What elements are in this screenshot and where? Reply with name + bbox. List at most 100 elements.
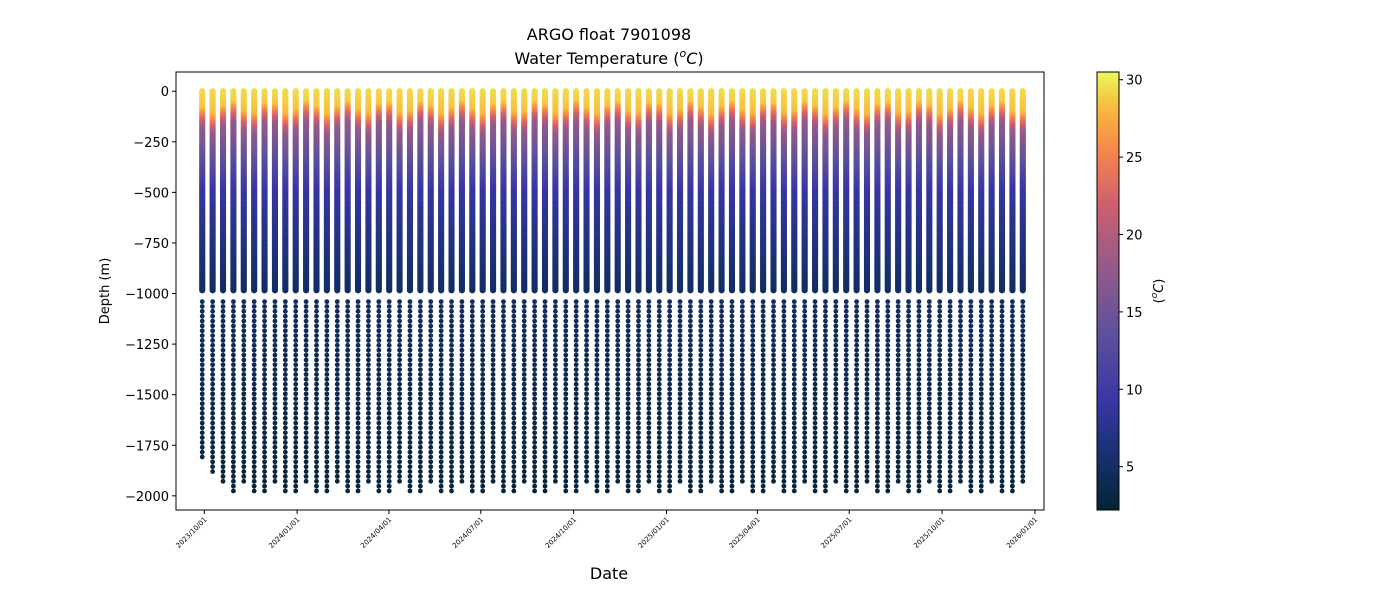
data-point [324, 396, 330, 402]
data-point [262, 464, 267, 470]
data-point [251, 459, 257, 465]
data-point [417, 415, 423, 421]
data-point [251, 440, 257, 445]
data-point [251, 347, 257, 353]
data-point [386, 376, 392, 382]
profile [489, 88, 497, 484]
data-point [210, 357, 216, 363]
data-point [376, 386, 382, 392]
data-point [480, 323, 486, 329]
data-point [293, 464, 299, 470]
data-point [355, 352, 361, 358]
data-point [366, 338, 371, 343]
data-point [293, 425, 299, 431]
data-point [199, 308, 205, 314]
data-point [480, 376, 486, 382]
data-point [314, 401, 319, 406]
data-point [251, 352, 257, 358]
data-point [272, 459, 278, 465]
data-point [366, 381, 371, 387]
data-point [480, 478, 486, 484]
data-point [459, 454, 465, 460]
data-point [293, 420, 299, 426]
data-point [251, 362, 257, 368]
data-point [449, 406, 454, 411]
data-point [376, 425, 382, 431]
data-point [490, 357, 496, 363]
data-point [417, 313, 423, 319]
data-point [407, 459, 413, 465]
profile [251, 88, 258, 494]
data-point [417, 406, 423, 411]
data-point [199, 323, 205, 329]
data-point [210, 440, 216, 445]
data-point [438, 381, 444, 387]
data-point [241, 459, 247, 465]
data-point [407, 328, 413, 334]
data-point [323, 287, 330, 294]
data-point [417, 357, 423, 363]
data-point [345, 420, 351, 426]
data-point [293, 367, 299, 372]
data-point [459, 391, 465, 397]
data-point [397, 391, 402, 397]
data-point [501, 318, 506, 324]
data-point [210, 454, 216, 460]
data-point [469, 313, 475, 319]
data-point [262, 352, 267, 358]
data-point [293, 410, 299, 416]
data-point [345, 425, 351, 431]
data-point [334, 459, 340, 465]
data-point [449, 304, 454, 309]
data-point [449, 313, 454, 319]
data-point [220, 459, 226, 465]
data-point [345, 367, 351, 372]
data-point [417, 391, 423, 397]
data-point [480, 386, 486, 392]
data-point [490, 342, 496, 348]
data-point [324, 323, 330, 329]
data-point [210, 396, 216, 402]
data-point [272, 328, 278, 334]
data-point [241, 304, 247, 309]
data-point [397, 304, 402, 309]
data-point [386, 308, 392, 314]
data-point [241, 308, 247, 314]
data-point [417, 396, 423, 402]
data-point [438, 352, 444, 358]
data-point [417, 386, 423, 392]
data-point [428, 357, 434, 363]
data-point [314, 338, 319, 343]
data-point [480, 304, 486, 309]
data-point [407, 362, 413, 368]
data-point [490, 459, 496, 465]
data-point [354, 287, 362, 294]
data-point [324, 386, 330, 392]
data-point [345, 381, 351, 387]
data-point [282, 440, 288, 445]
data-point [251, 342, 257, 348]
data-point [334, 478, 340, 484]
data-point [272, 333, 278, 339]
profile [458, 88, 466, 484]
data-point [231, 469, 236, 474]
data-point [293, 444, 299, 450]
data-point [303, 318, 309, 324]
data-point [251, 328, 257, 334]
data-point [251, 333, 257, 339]
data-point [210, 464, 216, 470]
data-point [449, 415, 454, 421]
data-point [428, 347, 434, 353]
data-point [397, 352, 402, 358]
data-point [480, 313, 486, 319]
data-point [480, 415, 486, 421]
chart-title: ARGO float 7901098 [527, 25, 691, 44]
data-point [262, 440, 267, 445]
data-point [366, 347, 371, 353]
data-point [231, 440, 236, 445]
data-point [479, 287, 486, 294]
data-point [293, 372, 299, 377]
data-point [272, 464, 278, 470]
data-point [262, 478, 267, 484]
data-point [459, 299, 465, 305]
